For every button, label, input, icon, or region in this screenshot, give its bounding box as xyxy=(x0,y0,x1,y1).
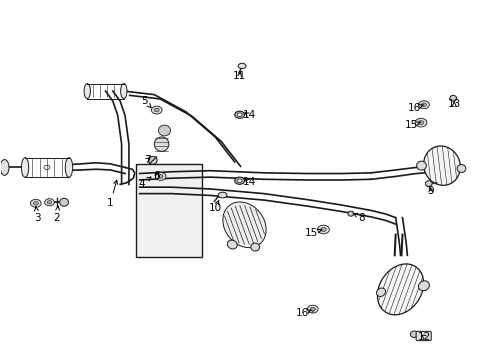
Ellipse shape xyxy=(234,111,244,118)
Ellipse shape xyxy=(0,159,9,175)
Ellipse shape xyxy=(44,199,54,206)
Ellipse shape xyxy=(421,103,426,107)
Ellipse shape xyxy=(158,125,170,136)
Text: 11: 11 xyxy=(232,71,246,81)
Text: 15: 15 xyxy=(305,228,321,238)
Ellipse shape xyxy=(154,137,168,151)
Ellipse shape xyxy=(151,106,162,114)
Ellipse shape xyxy=(418,281,428,291)
Text: 2: 2 xyxy=(53,206,60,222)
Ellipse shape xyxy=(237,179,242,183)
Text: 12: 12 xyxy=(417,332,430,342)
Text: 6: 6 xyxy=(153,171,160,181)
Ellipse shape xyxy=(409,331,417,337)
Ellipse shape xyxy=(148,156,157,164)
Ellipse shape xyxy=(223,202,265,248)
Text: 1: 1 xyxy=(107,180,117,208)
Ellipse shape xyxy=(425,181,431,186)
Ellipse shape xyxy=(416,161,426,170)
Ellipse shape xyxy=(250,243,259,251)
Text: 16: 16 xyxy=(407,103,423,113)
Text: 15: 15 xyxy=(404,121,420,130)
Text: 14: 14 xyxy=(242,111,256,121)
Ellipse shape xyxy=(418,101,428,109)
Ellipse shape xyxy=(456,165,465,172)
Ellipse shape xyxy=(33,202,38,205)
Ellipse shape xyxy=(423,146,459,185)
FancyBboxPatch shape xyxy=(415,331,430,341)
Text: 14: 14 xyxy=(242,177,256,187)
Ellipse shape xyxy=(21,158,29,177)
Ellipse shape xyxy=(377,264,423,315)
Ellipse shape xyxy=(154,108,159,112)
Ellipse shape xyxy=(449,95,456,101)
Text: 10: 10 xyxy=(208,200,222,213)
Ellipse shape xyxy=(237,113,242,117)
Bar xyxy=(136,164,201,257)
Text: 5: 5 xyxy=(141,96,151,108)
Ellipse shape xyxy=(30,199,41,207)
Ellipse shape xyxy=(307,305,318,313)
Ellipse shape xyxy=(310,307,315,311)
Ellipse shape xyxy=(320,228,325,231)
Text: 7: 7 xyxy=(143,155,150,165)
Ellipse shape xyxy=(347,211,353,216)
Ellipse shape xyxy=(84,84,90,99)
Ellipse shape xyxy=(227,240,237,249)
Ellipse shape xyxy=(65,158,73,177)
Text: 3: 3 xyxy=(34,207,41,222)
Ellipse shape xyxy=(376,288,385,297)
Ellipse shape xyxy=(238,63,245,69)
Text: 8: 8 xyxy=(352,213,364,222)
Ellipse shape xyxy=(317,225,329,234)
Text: 13: 13 xyxy=(447,99,460,109)
Text: 4: 4 xyxy=(139,177,151,189)
Ellipse shape xyxy=(414,118,426,127)
Ellipse shape xyxy=(121,84,127,99)
Ellipse shape xyxy=(218,192,226,198)
Ellipse shape xyxy=(47,201,52,204)
Ellipse shape xyxy=(155,172,165,180)
Text: 9: 9 xyxy=(427,186,433,197)
Text: 16: 16 xyxy=(295,309,311,318)
Ellipse shape xyxy=(60,198,68,206)
Ellipse shape xyxy=(158,175,163,178)
Ellipse shape xyxy=(417,121,423,125)
Ellipse shape xyxy=(234,177,244,184)
